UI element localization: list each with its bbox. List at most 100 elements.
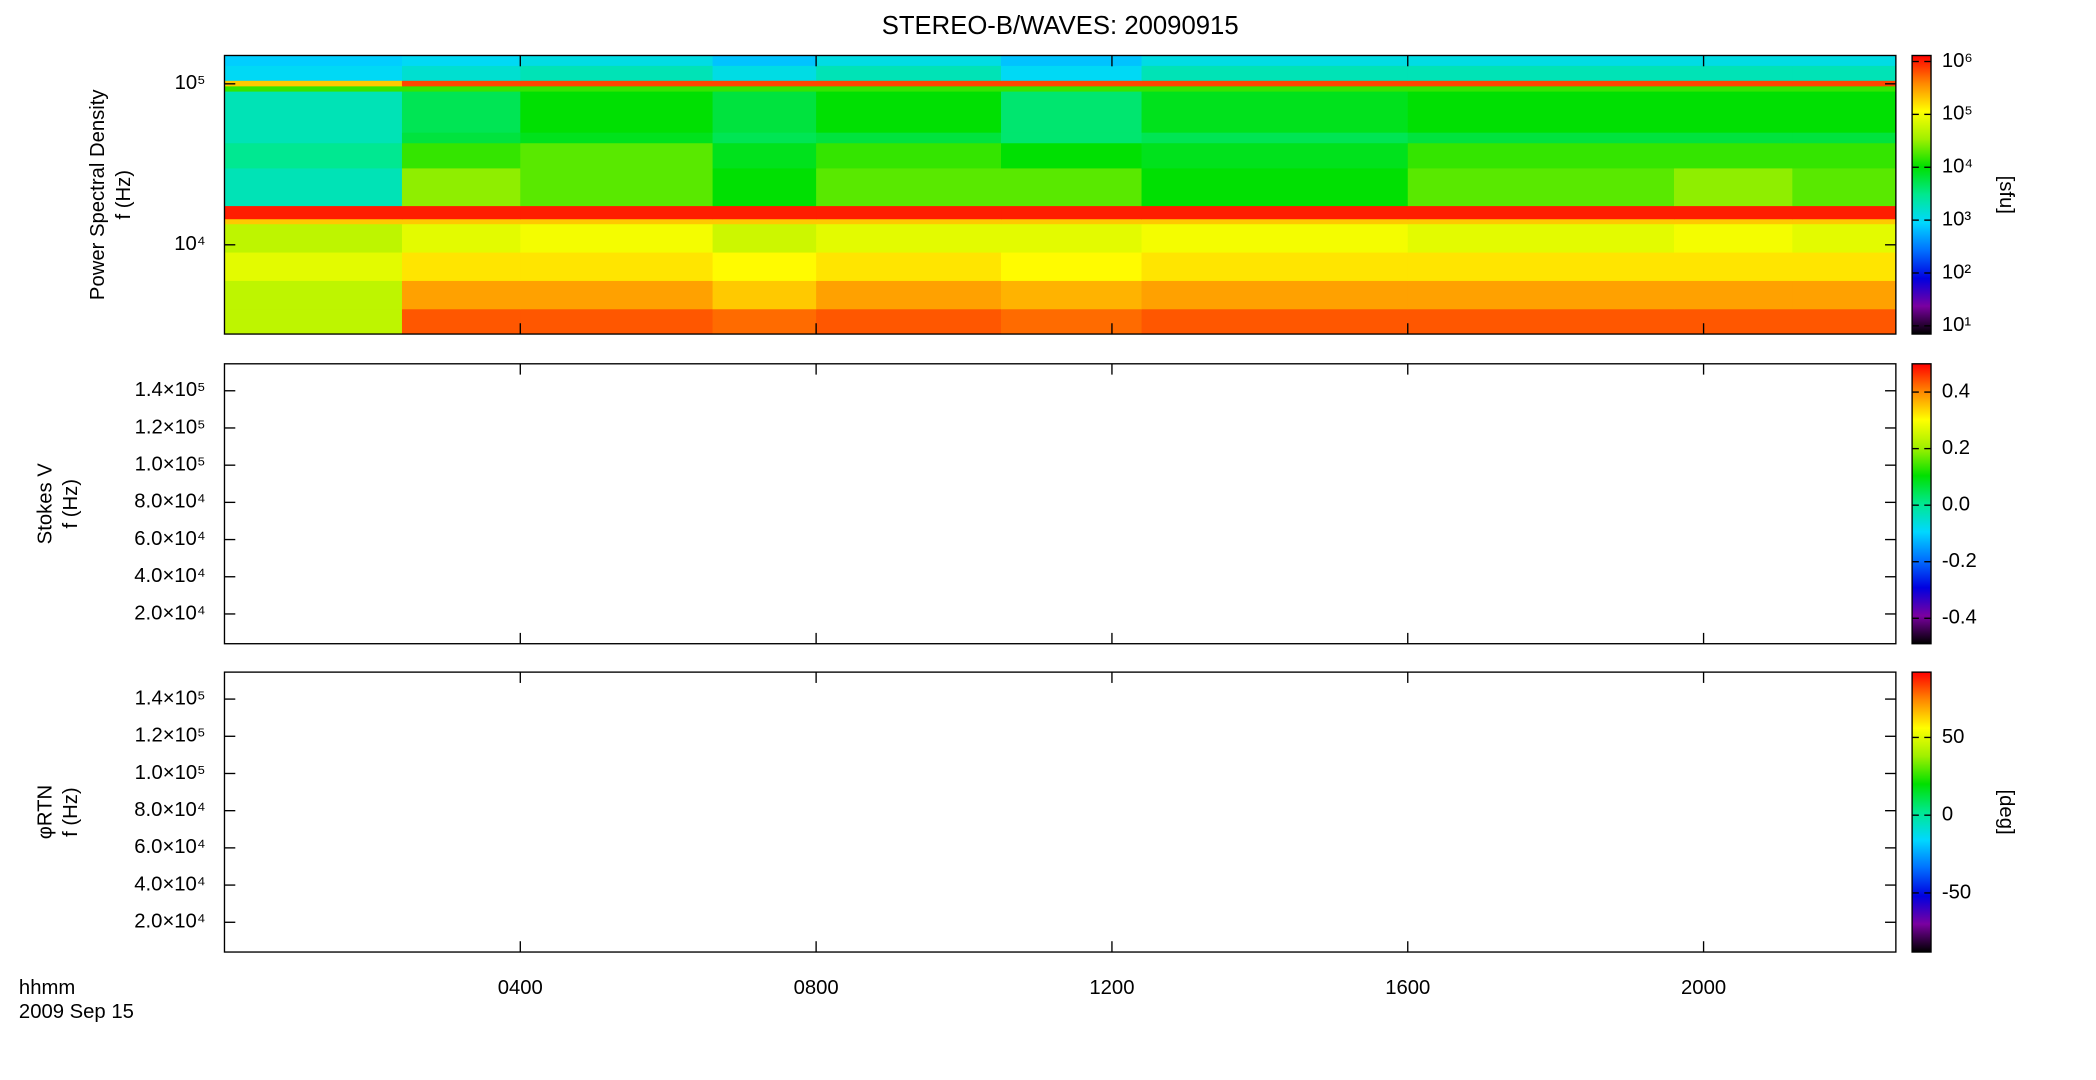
colorbar-tick-label: 10² (1942, 261, 1972, 283)
heatmap-cell (1792, 132, 1897, 144)
heatmap-cell (401, 91, 521, 133)
heatmap-cell (1407, 168, 1675, 207)
y-tick-label: 8.0×10⁴ (134, 799, 205, 821)
heatmap-cell (1141, 91, 1409, 133)
heatmap-cell (1792, 80, 1897, 87)
heatmap-cell (401, 223, 521, 253)
x-tick-label: 1200 (1089, 977, 1134, 999)
heatmap-cell (1141, 218, 1409, 225)
heatmap-cell (712, 91, 817, 133)
heatmap-cell (224, 223, 403, 253)
heatmap-cell (1792, 65, 1897, 81)
y-tick-label: 6.0×10⁴ (134, 528, 205, 550)
heatmap-cell (401, 252, 521, 281)
heatmap-cell (1407, 80, 1675, 87)
heatmap-cell (816, 91, 1002, 133)
heatmap-cell (1001, 168, 1142, 207)
heatmap-cell (712, 80, 817, 87)
heatmap-cell (1141, 132, 1409, 144)
heatmap-cell (1673, 218, 1793, 225)
colorbar-tick-label: 10⁵ (1942, 103, 1973, 125)
y-axis-label: φRTN (34, 785, 56, 839)
x-axis-label: hhmm (19, 977, 75, 999)
heatmap-cell (816, 252, 1002, 281)
heatmap-cell (1792, 308, 1897, 335)
heatmap-cell (712, 308, 817, 335)
heatmap-cell (1407, 132, 1675, 144)
heatmap-cell (224, 308, 403, 335)
y-axis-label: Power Spectral Density (87, 89, 109, 300)
colorbar-tick-label: 10⁴ (1942, 156, 1973, 178)
heatmap-cell (401, 65, 521, 81)
colorbar-label: [deg] (1995, 790, 2017, 835)
x-tick-label: 0800 (794, 977, 839, 999)
heatmap-cell (520, 205, 713, 220)
heatmap-cell (1001, 85, 1142, 92)
colorbar-tick-label: 10⁶ (1942, 50, 1973, 72)
heatmap-cell (816, 218, 1002, 225)
heatmap-cell (401, 55, 521, 66)
y-axis-label: f (Hz) (113, 170, 135, 220)
heatmap-cell (1673, 205, 1793, 220)
heatmap-cell (1792, 205, 1897, 220)
heatmap-cell (520, 223, 713, 253)
heatmap-cell (1673, 223, 1793, 253)
y-tick-label: 6.0×10⁴ (134, 836, 205, 858)
y-tick-label: 10⁵ (175, 72, 206, 94)
heatmap-cell (520, 168, 713, 207)
heatmap-cell (1001, 223, 1142, 253)
y-tick-label: 2.0×10⁴ (134, 911, 205, 933)
heatmap-cell (1407, 85, 1675, 92)
heatmap-cell (520, 55, 713, 66)
heatmap-cell (712, 252, 817, 281)
heatmap-cell (712, 55, 817, 66)
heatmap-cell (712, 218, 817, 225)
heatmap-cell (224, 280, 403, 310)
y-axis-label: f (Hz) (60, 787, 82, 837)
heatmap-cell (401, 205, 521, 220)
heatmap-cell (401, 85, 521, 92)
heatmap-cell (1001, 142, 1142, 169)
heatmap-cell (520, 80, 713, 87)
heatmap-cell (401, 132, 521, 144)
y-tick-label: 1.4×10⁵ (135, 687, 206, 709)
heatmap-cell (1673, 280, 1793, 310)
heatmap-cell (712, 132, 817, 144)
heatmap-cell (224, 55, 403, 66)
heatmap-cell (1673, 308, 1793, 335)
heatmap-cell (520, 142, 713, 169)
heatmap-cell (1792, 280, 1897, 310)
heatmap-cell (1407, 142, 1675, 169)
heatmap-cell (1792, 91, 1897, 133)
heatmap-cell (520, 308, 713, 335)
x-tick-label: 2000 (1681, 977, 1726, 999)
heatmap-cell (816, 280, 1002, 310)
colorbar-tick-label: -50 (1942, 881, 1971, 903)
heatmap-cell (401, 308, 521, 335)
colorbar-tick-label: 50 (1942, 726, 1965, 748)
heatmap-cell (1001, 280, 1142, 310)
heatmap-cell (1407, 280, 1675, 310)
heatmap-cell (224, 218, 403, 225)
heatmap-cell (1141, 280, 1409, 310)
heatmap-cell (401, 280, 521, 310)
heatmap-cell (816, 132, 1002, 144)
heatmap-cell (1673, 85, 1793, 92)
heatmap-cell (1141, 168, 1409, 207)
heatmap-cell (1001, 65, 1142, 81)
heatmap-cell (1141, 223, 1409, 253)
colorbar (1911, 363, 1932, 645)
heatmap-cell (1407, 55, 1675, 66)
heatmap-cell (1001, 308, 1142, 335)
heatmap-cell (1673, 132, 1793, 144)
heatmap-cell (520, 85, 713, 92)
x-tick-label: 0400 (498, 977, 543, 999)
heatmap-cell (520, 91, 713, 133)
heatmap-cell (520, 132, 713, 144)
y-tick-label: 4.0×10⁴ (134, 873, 205, 895)
heatmap-cell (1792, 252, 1897, 281)
heatmap-cell (1141, 308, 1409, 335)
heatmap-cell (1001, 252, 1142, 281)
